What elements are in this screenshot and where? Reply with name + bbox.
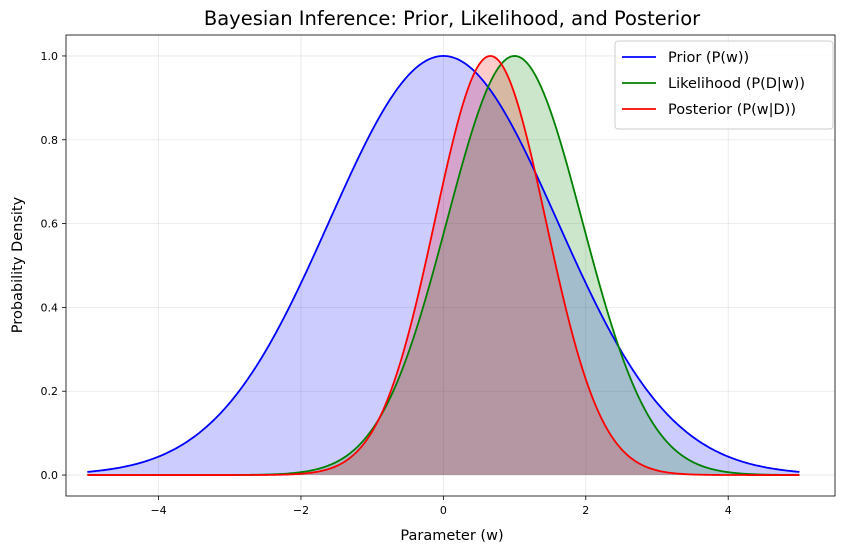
y-tick-label: 0.0 — [41, 469, 59, 482]
y-axis-label: Probability Density — [10, 196, 26, 333]
series-line-0 — [87, 55, 800, 473]
plot-area: −4 −2 0 2 4 0.0 0.2 0.4 0.6 0.8 1.0 — [41, 34, 836, 517]
y-tick-label: 0.4 — [41, 301, 59, 314]
x-tick-label: 2 — [582, 504, 589, 517]
y-tick-label: 1.0 — [41, 50, 59, 63]
series-fill-0 — [87, 55, 800, 476]
series-fill-1 — [87, 55, 800, 476]
chart-title: Bayesian Inference: Prior, Likelihood, a… — [204, 7, 701, 30]
axes-frame — [65, 34, 836, 497]
x-tick-label: −4 — [150, 504, 166, 517]
series-fills — [87, 55, 800, 476]
y-axis-ticks: 0.0 0.2 0.4 0.6 0.8 1.0 — [41, 50, 66, 482]
x-axis-label: Parameter (w) — [400, 528, 503, 544]
x-tick-label: −2 — [293, 504, 309, 517]
legend-label: Posterior (P(w|D)) — [668, 102, 796, 118]
y-tick-label: 0.2 — [41, 385, 59, 398]
legend-label: Likelihood (P(D|w)) — [668, 76, 805, 92]
legend-label: Prior (P(w)) — [668, 50, 749, 66]
y-tick-label: 0.6 — [41, 218, 59, 231]
y-tick-label: 0.8 — [41, 134, 59, 147]
series-line-2 — [87, 55, 800, 476]
series-fill-2 — [87, 55, 800, 476]
legend: Prior (P(w)) Likelihood (P(D|w)) Posterior… — [614, 40, 834, 130]
legend-box — [614, 40, 834, 130]
x-tick-label: 0 — [440, 504, 447, 517]
series-lines — [87, 55, 800, 476]
x-axis-ticks: −4 −2 0 2 4 — [150, 496, 732, 517]
x-tick-label: 4 — [725, 504, 732, 517]
